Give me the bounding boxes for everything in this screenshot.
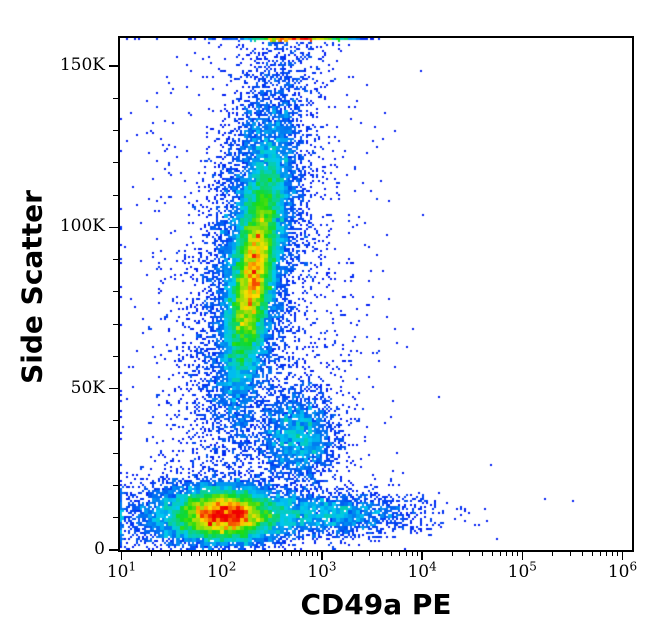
x-tick-label: 103: [307, 559, 337, 582]
x-minor-tick: [299, 552, 301, 556]
x-minor-tick: [151, 552, 153, 556]
x-minor-tick: [512, 552, 514, 556]
y-minor-tick: [113, 420, 118, 422]
x-minor-tick: [316, 552, 318, 556]
x-minor-tick: [406, 552, 408, 556]
y-tick-label: 150K: [59, 55, 105, 76]
y-minor-tick: [113, 323, 118, 325]
x-minor-tick: [491, 552, 493, 556]
x-minor-tick: [506, 552, 508, 556]
x-tick-label: 101: [106, 559, 137, 582]
y-minor-tick: [113, 291, 118, 293]
x-major-tick: [421, 552, 423, 560]
x-minor-tick: [481, 552, 483, 556]
y-tick-label: 0: [94, 539, 105, 559]
x-minor-tick: [582, 552, 584, 556]
y-minor-tick: [113, 194, 118, 196]
x-minor-tick: [291, 552, 293, 556]
x-minor-tick: [399, 552, 401, 556]
x-minor-tick: [269, 552, 270, 556]
x-minor-tick: [305, 552, 307, 556]
y-major-tick: [109, 549, 118, 551]
x-minor-tick: [417, 552, 418, 556]
y-minor-tick: [113, 97, 118, 99]
x-minor-tick: [599, 552, 601, 556]
x-minor-tick: [517, 552, 519, 556]
x-major-tick: [321, 552, 323, 560]
x-minor-tick: [499, 552, 501, 556]
x-minor-tick: [198, 552, 200, 556]
x-minor-tick: [391, 552, 393, 556]
x-tick-label: 104: [407, 559, 437, 582]
y-minor-tick: [113, 130, 118, 132]
y-minor-tick: [113, 355, 118, 357]
x-minor-tick: [469, 552, 471, 556]
x-minor-tick: [211, 552, 213, 556]
x-minor-tick: [617, 552, 619, 556]
x-minor-tick: [606, 552, 608, 556]
x-minor-tick: [281, 552, 283, 556]
x-minor-tick: [591, 552, 593, 556]
x-major-tick: [120, 552, 123, 560]
y-minor-tick: [113, 517, 118, 519]
x-minor-tick: [311, 552, 313, 556]
x-tick-label: 102: [207, 559, 237, 582]
x-minor-tick: [216, 552, 218, 556]
y-minor-tick: [113, 259, 118, 261]
x-axis-title: CD49a PE: [300, 588, 452, 621]
y-axis-title: Side Scatter: [15, 190, 49, 384]
x-minor-tick: [191, 552, 193, 556]
x-minor-tick: [551, 552, 553, 556]
x-minor-tick: [381, 552, 383, 556]
y-minor-tick: [113, 484, 118, 486]
x-minor-tick: [205, 552, 207, 556]
x-minor-tick: [612, 552, 614, 556]
y-minor-tick: [113, 162, 118, 164]
x-minor-tick: [351, 552, 353, 556]
x-major-tick: [220, 552, 223, 560]
y-minor-tick: [113, 452, 118, 454]
x-major-tick: [521, 552, 524, 560]
y-tick-label: 50K: [70, 377, 105, 398]
y-tick-label: 100K: [59, 216, 105, 237]
x-minor-tick: [369, 552, 371, 556]
x-major-tick: [621, 552, 624, 560]
x-minor-tick: [569, 552, 571, 556]
x-tick-label: 106: [607, 559, 638, 582]
x-minor-tick: [411, 552, 413, 556]
x-minor-tick: [181, 552, 183, 556]
y-major-tick: [109, 65, 118, 67]
x-minor-tick: [168, 552, 170, 556]
scatter-density-canvas: [120, 38, 632, 550]
x-minor-tick: [451, 552, 453, 556]
y-major-tick: [109, 226, 118, 229]
x-tick-label: 105: [507, 559, 537, 582]
x-minor-tick: [251, 552, 253, 556]
y-major-tick: [109, 387, 118, 390]
